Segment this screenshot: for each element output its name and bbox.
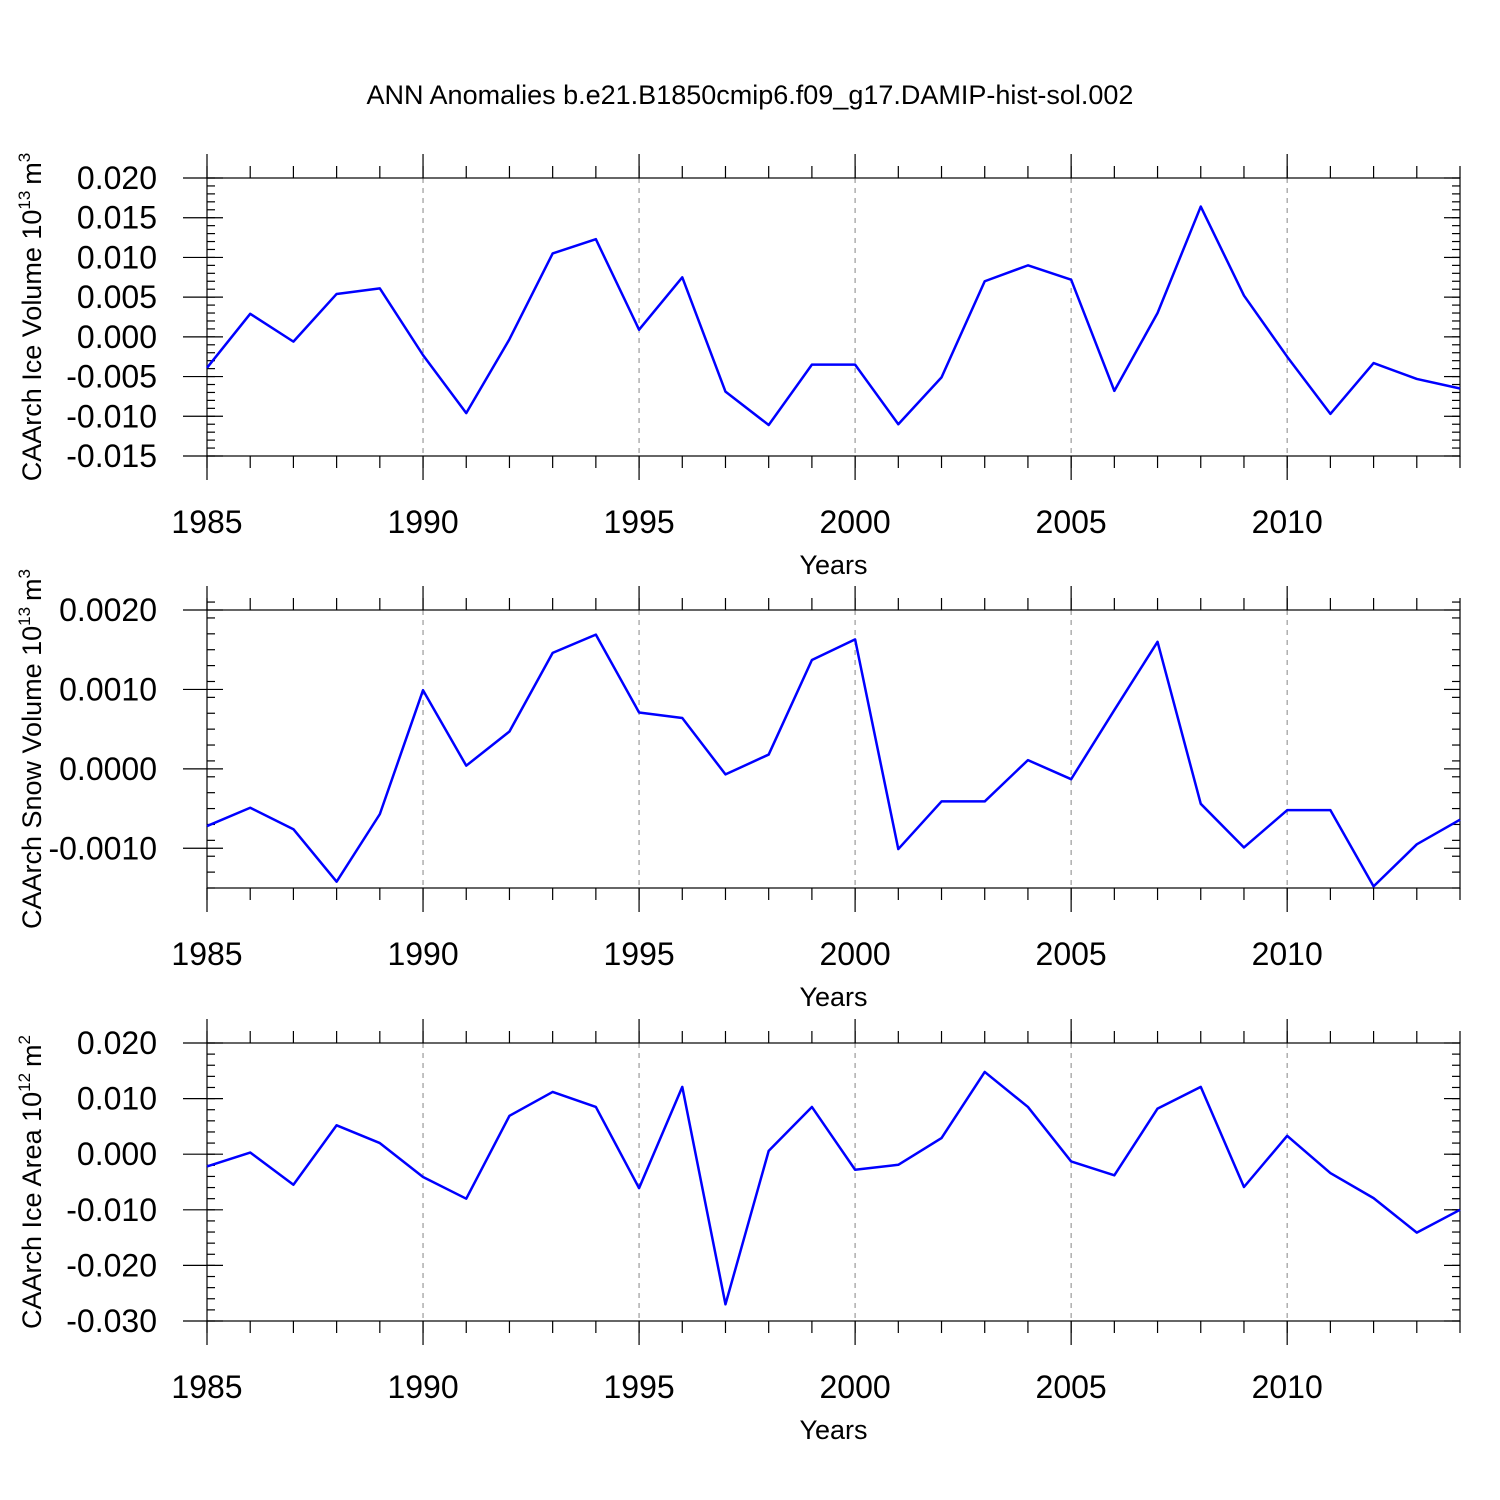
plot-frame (206, 177, 1461, 457)
plot-frame (206, 1042, 1461, 1322)
y-tick-label: 0.015 (77, 200, 157, 236)
y-axis-title-main: CAArch Snow Volume 10 (17, 626, 47, 929)
x-tick-label: 2010 (1252, 1369, 1323, 1405)
x-axis-title: Years (799, 550, 867, 580)
y-tick-label: -0.010 (66, 1192, 157, 1228)
x-tick-label: 1985 (171, 1369, 242, 1405)
y-tick-label: -0.010 (66, 398, 157, 434)
x-tick-label: 1990 (387, 936, 458, 972)
y-tick-label: 0.005 (77, 279, 157, 315)
y-tick-label: 0.000 (77, 1136, 157, 1172)
y-axis-title-unit-exponent: 3 (15, 569, 34, 578)
y-axis-title-exponent: 12 (15, 1073, 34, 1092)
chart-title: ANN Anomalies b.e21.B1850cmip6.f09_g17.D… (367, 80, 1134, 110)
y-tick-label: -0.0010 (48, 830, 157, 866)
x-tick-label: 2000 (820, 504, 891, 540)
x-axis-title: Years (799, 982, 867, 1012)
y-tick-label: 0.010 (77, 239, 157, 275)
y-axis-title: CAArch Ice Volume 1013 m3 (15, 153, 47, 482)
y-axis-title-exponent: 13 (15, 191, 34, 210)
y-tick-label: -0.030 (66, 1303, 157, 1339)
y-axis-title-unit: m (17, 162, 47, 185)
y-tick-label: 0.0010 (59, 671, 157, 707)
y-axis-title-main: CAArch Ice Volume 10 (17, 210, 47, 482)
x-axis-title: Years (799, 1415, 867, 1445)
y-tick-label: 0.020 (77, 160, 157, 196)
x-tick-label: 1995 (603, 504, 674, 540)
y-axis-title: CAArch Ice Area 1012 m2 (15, 1035, 47, 1329)
x-tick-label: 1990 (387, 504, 458, 540)
x-tick-label: 2005 (1036, 936, 1107, 972)
y-tick-label: 0.010 (77, 1081, 157, 1117)
x-tick-label: 2010 (1252, 504, 1323, 540)
y-tick-label: 0.000 (77, 319, 157, 355)
series-line-2 (206, 633, 1461, 888)
y-axis-title-main: CAArch Ice Area 10 (17, 1092, 47, 1329)
x-tick-label: 1990 (387, 1369, 458, 1405)
x-tick-label: 2005 (1036, 504, 1107, 540)
y-tick-label: -0.020 (66, 1247, 157, 1283)
plot-frame (206, 609, 1461, 889)
y-axis-title-exponent: 13 (15, 607, 34, 626)
y-axis-title-unit-exponent: 3 (15, 153, 34, 162)
series-line-1 (206, 205, 1461, 427)
y-axis-title-unit: m (17, 1044, 47, 1067)
x-tick-label: 1985 (171, 504, 242, 540)
y-tick-label: 0.020 (77, 1025, 157, 1061)
x-tick-label: 2005 (1036, 1369, 1107, 1405)
y-tick-label: 0.0000 (59, 751, 157, 787)
x-tick-label: 1985 (171, 936, 242, 972)
y-axis-title-unit-exponent: 2 (15, 1035, 34, 1044)
panel-3: -0.030 -0.020 -0.010 0.000 0.010 0.020 1985 199… (15, 1019, 1461, 1445)
y-tick-label: -0.005 (66, 359, 157, 395)
panel-2: -0.0010 0.0000 0.0010 0.0020 1985 1990 1995 200… (15, 569, 1461, 1012)
x-tick-label: 1995 (603, 936, 674, 972)
y-tick-label: 0.0020 (59, 592, 157, 628)
x-tick-label: 1995 (603, 1369, 674, 1405)
x-tick-label: 2000 (820, 1369, 891, 1405)
series-line-3 (206, 1070, 1461, 1306)
y-axis-title-unit: m (17, 578, 47, 601)
y-tick-label: -0.015 (66, 438, 157, 474)
y-axis-title: CAArch Snow Volume 1013 m3 (15, 569, 47, 929)
x-tick-label: 2000 (820, 936, 891, 972)
x-tick-label: 2010 (1252, 936, 1323, 972)
